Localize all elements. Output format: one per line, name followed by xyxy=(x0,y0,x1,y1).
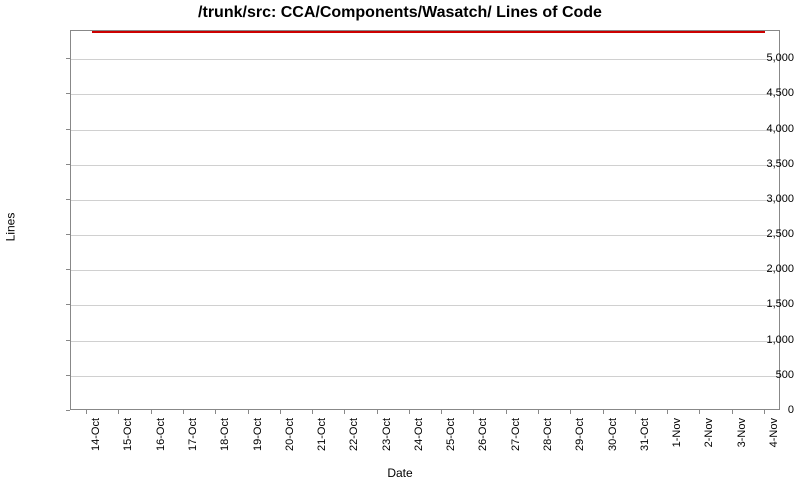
x-tick-label: 20-Oct xyxy=(284,418,296,468)
y-tick-mark xyxy=(66,199,70,200)
x-tick-label: 2-Nov xyxy=(703,418,715,468)
grid-line xyxy=(71,130,779,131)
x-tick-label: 21-Oct xyxy=(316,418,328,468)
x-tick-mark xyxy=(215,410,216,414)
y-tick-mark xyxy=(66,269,70,270)
x-tick-mark xyxy=(441,410,442,414)
y-tick-mark xyxy=(66,164,70,165)
grid-line xyxy=(71,200,779,201)
y-tick-mark xyxy=(66,410,70,411)
y-tick-label: 4,500 xyxy=(730,87,794,99)
x-tick-mark xyxy=(248,410,249,414)
x-tick-mark xyxy=(183,410,184,414)
y-tick-label: 0 xyxy=(730,404,794,416)
x-tick-label: 19-Oct xyxy=(252,418,264,468)
series-line xyxy=(92,31,765,33)
x-axis-label: Date xyxy=(0,466,800,480)
x-tick-label: 25-Oct xyxy=(445,418,457,468)
y-tick-mark xyxy=(66,304,70,305)
x-tick-label: 23-Oct xyxy=(381,418,393,468)
chart-title: /trunk/src: CCA/Components/Wasatch/ Line… xyxy=(0,4,800,22)
grid-line xyxy=(71,235,779,236)
x-tick-label: 18-Oct xyxy=(219,418,231,468)
x-tick-mark xyxy=(86,410,87,414)
grid-line xyxy=(71,94,779,95)
x-tick-label: 26-Oct xyxy=(477,418,489,468)
y-tick-mark xyxy=(66,58,70,59)
x-tick-mark xyxy=(667,410,668,414)
plot-area xyxy=(70,30,780,410)
x-tick-label: 31-Oct xyxy=(639,418,651,468)
y-tick-mark xyxy=(66,93,70,94)
x-tick-label: 17-Oct xyxy=(187,418,199,468)
x-tick-mark xyxy=(570,410,571,414)
x-tick-mark xyxy=(506,410,507,414)
y-tick-mark xyxy=(66,375,70,376)
x-tick-mark xyxy=(280,410,281,414)
y-tick-label: 3,000 xyxy=(730,193,794,205)
y-tick-label: 1,000 xyxy=(730,334,794,346)
x-tick-label: 15-Oct xyxy=(122,418,134,468)
x-tick-label: 3-Nov xyxy=(736,418,748,468)
y-tick-mark xyxy=(66,234,70,235)
y-tick-label: 3,500 xyxy=(730,158,794,170)
grid-line xyxy=(71,270,779,271)
x-tick-mark xyxy=(603,410,604,414)
x-tick-label: 28-Oct xyxy=(542,418,554,468)
x-tick-mark xyxy=(409,410,410,414)
x-tick-label: 22-Oct xyxy=(348,418,360,468)
x-tick-mark xyxy=(344,410,345,414)
y-tick-label: 1,500 xyxy=(730,298,794,310)
y-tick-label: 2,500 xyxy=(730,228,794,240)
grid-line xyxy=(71,341,779,342)
loc-chart: /trunk/src: CCA/Components/Wasatch/ Line… xyxy=(0,0,800,500)
grid-line xyxy=(71,165,779,166)
x-tick-mark xyxy=(732,410,733,414)
x-tick-label: 27-Oct xyxy=(510,418,522,468)
x-tick-label: 29-Oct xyxy=(574,418,586,468)
x-tick-label: 14-Oct xyxy=(90,418,102,468)
x-tick-label: 4-Nov xyxy=(768,418,780,468)
x-tick-mark xyxy=(538,410,539,414)
x-tick-mark xyxy=(151,410,152,414)
y-tick-label: 4,000 xyxy=(730,123,794,135)
grid-line xyxy=(71,59,779,60)
x-tick-mark xyxy=(635,410,636,414)
x-tick-mark xyxy=(699,410,700,414)
x-tick-label: 30-Oct xyxy=(607,418,619,468)
grid-line xyxy=(71,376,779,377)
x-tick-label: 16-Oct xyxy=(155,418,167,468)
y-tick-mark xyxy=(66,340,70,341)
x-tick-mark xyxy=(312,410,313,414)
y-axis-label: Lines xyxy=(3,213,17,242)
x-tick-mark xyxy=(118,410,119,414)
y-tick-label: 500 xyxy=(730,369,794,381)
x-tick-mark xyxy=(377,410,378,414)
grid-line xyxy=(71,305,779,306)
x-tick-mark xyxy=(473,410,474,414)
y-tick-mark xyxy=(66,129,70,130)
y-tick-label: 2,000 xyxy=(730,263,794,275)
x-tick-label: 1-Nov xyxy=(671,418,683,468)
x-tick-mark xyxy=(764,410,765,414)
y-tick-label: 5,000 xyxy=(730,52,794,64)
x-tick-label: 24-Oct xyxy=(413,418,425,468)
